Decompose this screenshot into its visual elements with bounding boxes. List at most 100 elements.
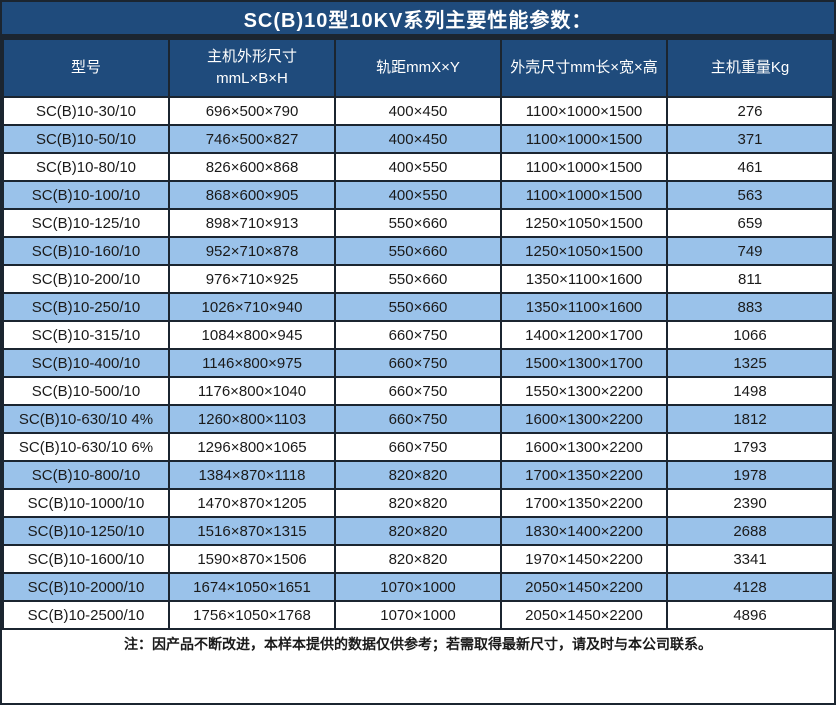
table-row: SC(B)10-630/10 4% 1260×800×1103 660×750 160… — [2, 404, 834, 434]
table-row: SC(B)10-125/10 898×710×913 550×660 1250×105… — [2, 208, 834, 238]
column-header-1: 型号 — [2, 38, 170, 98]
table-cell: 749 — [666, 236, 834, 266]
table-cell: 1350×1100×1600 — [500, 264, 668, 294]
table-cell: 2688 — [666, 516, 834, 546]
table-cell: 883 — [666, 292, 834, 322]
table-row: SC(B)10-200/10 976×710×925 550×660 1350×110… — [2, 264, 834, 294]
table-row: SC(B)10-2000/10 1674×1050×1651 1070×1000 20… — [2, 572, 834, 602]
table-cell: 1970×1450×2200 — [500, 544, 668, 574]
table-cell: SC(B)10-50/10 — [2, 124, 170, 154]
table-cell: SC(B)10-100/10 — [2, 180, 170, 210]
table-cell: 1700×1350×2200 — [500, 460, 668, 490]
table-cell: 820×820 — [334, 488, 502, 518]
table-cell: 1830×1400×2200 — [500, 516, 668, 546]
table-row: SC(B)10-400/10 1146×800×975 660×750 1500×13… — [2, 348, 834, 378]
table-cell: 1100×1000×1500 — [500, 152, 668, 182]
table-cell: SC(B)10-400/10 — [2, 348, 170, 378]
table-cell: 276 — [666, 96, 834, 126]
table-row: SC(B)10-160/10 952×710×878 550×660 1250×105… — [2, 236, 834, 266]
table-cell: 660×750 — [334, 348, 502, 378]
table-cell: SC(B)10-2000/10 — [2, 572, 170, 602]
table-cell: SC(B)10-1600/10 — [2, 544, 170, 574]
table-cell: SC(B)10-160/10 — [2, 236, 170, 266]
table-cell: 4896 — [666, 600, 834, 630]
table-cell: 1500×1300×1700 — [500, 348, 668, 378]
table-cell: 1084×800×945 — [168, 320, 336, 350]
table-cell: SC(B)10-200/10 — [2, 264, 170, 294]
table-cell: 371 — [666, 124, 834, 154]
table-cell: 550×660 — [334, 264, 502, 294]
table-cell: 1812 — [666, 404, 834, 434]
table-row: SC(B)10-800/10 1384×870×1118 820×820 1700×1… — [2, 460, 834, 490]
table-row: SC(B)10-80/10 826×600×868 400×550 1100×1000… — [2, 152, 834, 182]
table-cell: 660×750 — [334, 376, 502, 406]
table-cell: 461 — [666, 152, 834, 182]
table-cell: 660×750 — [334, 404, 502, 434]
table-row: SC(B)10-1250/10 1516×870×1315 820×820 1830×… — [2, 516, 834, 546]
table-row: SC(B)10-315/10 1084×800×945 660×750 1400×12… — [2, 320, 834, 350]
table-cell: SC(B)10-125/10 — [2, 208, 170, 238]
table-cell: 2050×1450×2200 — [500, 600, 668, 630]
table-cell: 1146×800×975 — [168, 348, 336, 378]
table-cell: 660×750 — [334, 432, 502, 462]
table-cell: SC(B)10-1250/10 — [2, 516, 170, 546]
table-row: SC(B)10-1600/10 1590×870×1506 820×820 1970×… — [2, 544, 834, 574]
table-cell: 2050×1450×2200 — [500, 572, 668, 602]
table-cell: 1100×1000×1500 — [500, 180, 668, 210]
table-cell: 820×820 — [334, 516, 502, 546]
table-row: SC(B)10-630/10 6% 1296×800×1065 660×750 160… — [2, 432, 834, 462]
table-cell: 659 — [666, 208, 834, 238]
table-row: SC(B)10-50/10 746×500×827 400×450 1100×1000… — [2, 124, 834, 154]
table-cell: 1516×870×1315 — [168, 516, 336, 546]
table-cell: 400×450 — [334, 124, 502, 154]
table-cell: 1296×800×1065 — [168, 432, 336, 462]
table-cell: 2390 — [666, 488, 834, 518]
table-cell: 563 — [666, 180, 834, 210]
table-cell: 1978 — [666, 460, 834, 490]
table-cell: 1600×1300×2200 — [500, 432, 668, 462]
table-cell: 696×500×790 — [168, 96, 336, 126]
table-cell: SC(B)10-1000/10 — [2, 488, 170, 518]
table-cell: SC(B)10-800/10 — [2, 460, 170, 490]
table-cell: 400×450 — [334, 96, 502, 126]
column-header-5: 主机重量Kg — [666, 38, 834, 98]
table-cell: 1470×870×1205 — [168, 488, 336, 518]
table-cell: 1384×870×1118 — [168, 460, 336, 490]
table-cell: 1066 — [666, 320, 834, 350]
table-cell: 1600×1300×2200 — [500, 404, 668, 434]
table-cell: 660×750 — [334, 320, 502, 350]
table-cell: SC(B)10-630/10 4% — [2, 404, 170, 434]
table-cell: 550×660 — [334, 208, 502, 238]
table-cell: 1793 — [666, 432, 834, 462]
table-cell: 898×710×913 — [168, 208, 336, 238]
column-header-4: 外壳尺寸mm长×宽×高 — [500, 38, 668, 98]
column-header-3: 轨距mmX×Y — [334, 38, 502, 98]
table-cell: 400×550 — [334, 180, 502, 210]
table-cell: 1756×1050×1768 — [168, 600, 336, 630]
table-cell: 826×600×868 — [168, 152, 336, 182]
table-cell: 976×710×925 — [168, 264, 336, 294]
table-cell: 3341 — [666, 544, 834, 574]
table-cell: SC(B)10-250/10 — [2, 292, 170, 322]
spec-table: 型号 主机外形尺寸 mmL×B×H 轨距mmX×Y 外壳尺寸mm长×宽×高 主机重量Kg … — [2, 38, 834, 630]
table-cell: 1498 — [666, 376, 834, 406]
table-cell: 820×820 — [334, 460, 502, 490]
table-cell: 1250×1050×1500 — [500, 236, 668, 266]
table-cell: 1550×1300×2200 — [500, 376, 668, 406]
table-cell: 550×660 — [334, 292, 502, 322]
table-cell: 1350×1100×1600 — [500, 292, 668, 322]
table-row: SC(B)10-1000/10 1470×870×1205 820×820 1700×… — [2, 488, 834, 518]
table-cell: 868×600×905 — [168, 180, 336, 210]
table-cell: 1100×1000×1500 — [500, 96, 668, 126]
table-row: SC(B)10-250/10 1026×710×940 550×660 1350×11… — [2, 292, 834, 322]
table-row: SC(B)10-100/10 868×600×905 400×550 1100×100… — [2, 180, 834, 210]
table-cell: 1026×710×940 — [168, 292, 336, 322]
table-row: SC(B)10-30/10 696×500×790 400×450 1100×1000… — [2, 96, 834, 126]
table-cell: SC(B)10-630/10 6% — [2, 432, 170, 462]
table-row: SC(B)10-500/10 1176×800×1040 660×750 1550×1… — [2, 376, 834, 406]
table-cell: 1070×1000 — [334, 572, 502, 602]
header-row: 型号 主机外形尺寸 mmL×B×H 轨距mmX×Y 外壳尺寸mm长×宽×高 主机重量Kg — [2, 38, 834, 98]
table-cell: 820×820 — [334, 544, 502, 574]
table-cell: 1325 — [666, 348, 834, 378]
